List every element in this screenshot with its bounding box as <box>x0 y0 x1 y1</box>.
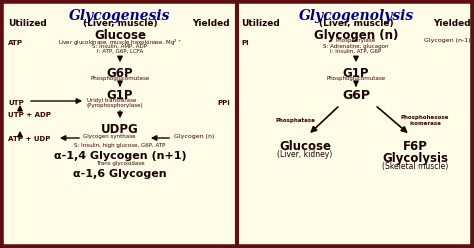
Text: S: Adrenaline, glucagon: S: Adrenaline, glucagon <box>323 44 389 49</box>
Text: Trans glycosidase: Trans glycosidase <box>96 161 144 166</box>
Text: Glycogen (n): Glycogen (n) <box>314 29 398 42</box>
Text: ATP: ATP <box>8 40 23 46</box>
Text: (Liver, muscle): (Liver, muscle) <box>319 19 393 28</box>
Text: G6P: G6P <box>342 89 370 102</box>
Text: α-1,6 Glycogen: α-1,6 Glycogen <box>73 169 167 179</box>
Text: UDPG: UDPG <box>101 123 139 136</box>
Text: I: Insulin, ATP, G6P: I: Insulin, ATP, G6P <box>330 49 382 54</box>
Text: G6P: G6P <box>107 67 133 80</box>
Text: Glycolysis: Glycolysis <box>382 152 448 165</box>
Text: (Skeletal muscle): (Skeletal muscle) <box>382 162 448 171</box>
Text: Glycogenolysis: Glycogenolysis <box>299 9 413 23</box>
Text: (Liver, muscle): (Liver, muscle) <box>82 19 157 28</box>
Text: Phosphatase: Phosphatase <box>275 118 315 123</box>
Text: Glycogen (n-1): Glycogen (n-1) <box>425 38 471 43</box>
Text: isomerase: isomerase <box>409 121 441 126</box>
Text: Yielded: Yielded <box>433 19 471 28</box>
Text: S: Insulin, AMP, ADP: S: Insulin, AMP, ADP <box>92 44 147 49</box>
Text: (Pyrophosphorylase): (Pyrophosphorylase) <box>87 103 144 108</box>
Text: α-1,4 Glycogen (n+1): α-1,4 Glycogen (n+1) <box>54 151 186 161</box>
Text: Glycogenesis: Glycogenesis <box>69 9 171 23</box>
Text: S: Insulin, high glucose, G6P, ATP: S: Insulin, high glucose, G6P, ATP <box>74 143 166 148</box>
Text: Glucose: Glucose <box>279 140 331 153</box>
Text: ATP + UDP: ATP + UDP <box>8 136 50 142</box>
Text: PPi: PPi <box>217 100 230 106</box>
Text: Liver glucokinase, muscle hexokinase, Mg$^{2+}$: Liver glucokinase, muscle hexokinase, Mg… <box>58 38 182 48</box>
Text: (Liver, kidney): (Liver, kidney) <box>277 150 333 159</box>
Text: Uridyl transferase: Uridyl transferase <box>87 98 137 103</box>
Text: Yielded: Yielded <box>192 19 230 28</box>
Text: Glucose: Glucose <box>94 29 146 42</box>
Text: Phosphohexose: Phosphohexose <box>401 115 449 120</box>
Text: Phosphoglucomutase: Phosphoglucomutase <box>91 76 150 81</box>
Text: Phosphorylase: Phosphorylase <box>336 38 376 43</box>
Text: F6P: F6P <box>402 140 428 153</box>
Text: Glycogen (n): Glycogen (n) <box>174 134 214 139</box>
Text: Utilized: Utilized <box>8 19 47 28</box>
Text: I: ATP, G6P, LCFA: I: ATP, G6P, LCFA <box>97 49 143 54</box>
Text: Pi: Pi <box>241 40 249 46</box>
Text: G1P: G1P <box>343 67 369 80</box>
Text: UTP: UTP <box>8 100 24 106</box>
Text: G1P: G1P <box>107 89 133 102</box>
Text: Utilized: Utilized <box>241 19 280 28</box>
Text: Phosphoglucomutase: Phosphoglucomutase <box>327 76 385 81</box>
Text: UTP + ADP: UTP + ADP <box>8 112 51 118</box>
Text: Glycogen synthase: Glycogen synthase <box>83 134 136 139</box>
